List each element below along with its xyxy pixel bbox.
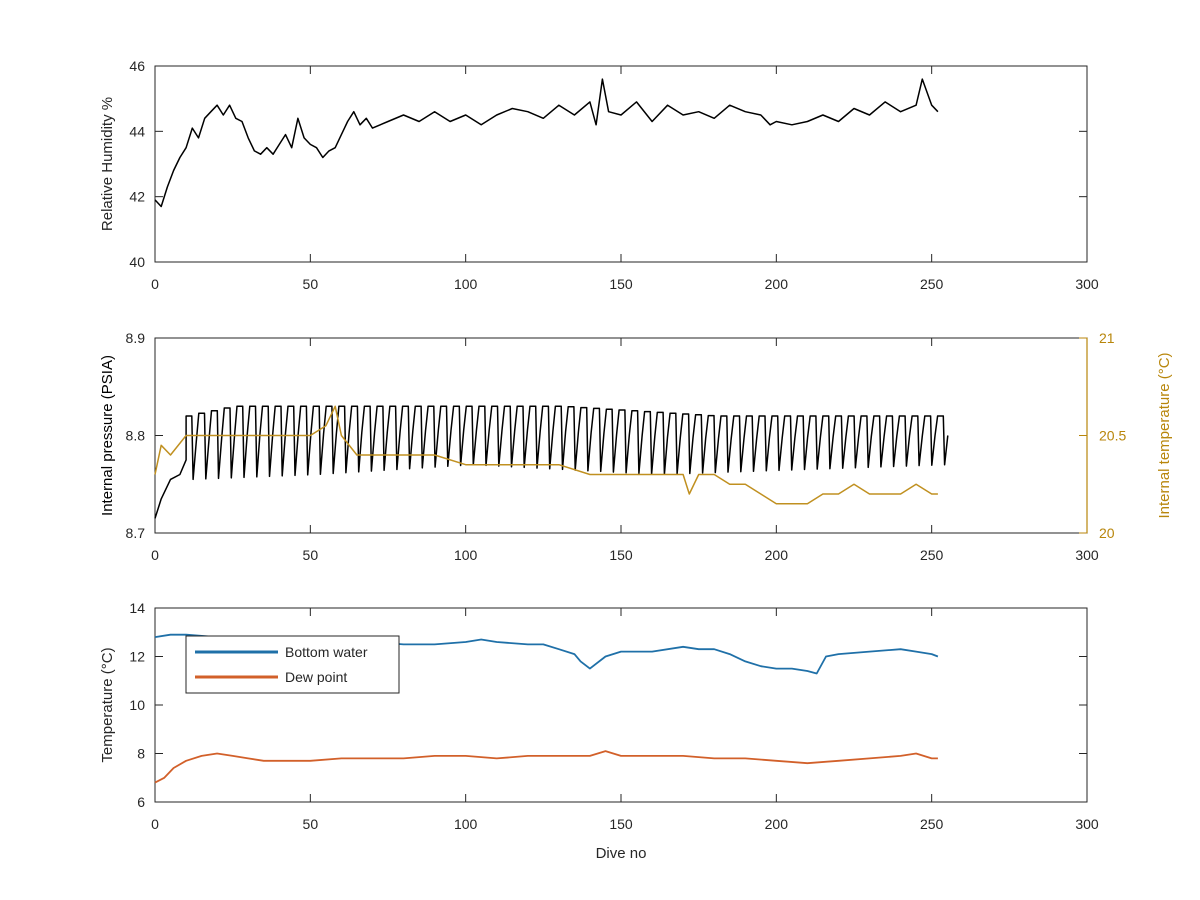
y-tick-label: 8.9 [126, 330, 146, 346]
y-tick-label: 46 [129, 58, 145, 74]
legend-label: Bottom water [285, 644, 368, 660]
x-tick-label: 100 [454, 276, 478, 292]
x-tick-label: 150 [609, 816, 633, 832]
y-axis-label: Internal pressure (PSIA) [99, 355, 116, 516]
y-tick-label: 40 [129, 254, 145, 270]
x-tick-label: 250 [920, 816, 944, 832]
legend-box [185, 635, 400, 694]
x-tick-label: 300 [1075, 816, 1099, 832]
y-tick-label: 6 [137, 794, 145, 810]
x-tick-label: 300 [1075, 547, 1099, 563]
y-axis-label: Temperature (°C) [99, 647, 116, 762]
pressure-temperature-panel: 0 50 100 150 200 250 300 8.7 8.8 8.9 20 20.5 21 Inter… [99, 330, 1173, 563]
y-tick-label: 8.7 [126, 525, 146, 541]
temperature-panel: 0 50 100 150 200 250 300 6 8 10 12 14 Temperature (°… [99, 600, 1099, 862]
x-tick-label: 0 [151, 816, 159, 832]
series-line-dew-point [154, 750, 938, 784]
x-tick-label: 100 [454, 547, 478, 563]
x-tick-label: 100 [454, 816, 478, 832]
x-tick-label: 0 [151, 276, 159, 292]
y-tick-label: 10 [129, 697, 145, 713]
y-tick-label: 14 [129, 600, 145, 616]
series-line-humidity [154, 78, 939, 208]
x-tick-label: 50 [303, 816, 319, 832]
y-axis-label: Relative Humidity % [99, 97, 116, 231]
legend-label: Dew point [285, 669, 347, 685]
y-tick-label-right: 21 [1099, 330, 1115, 346]
y-tick-label: 42 [129, 189, 145, 205]
plot-frame [154, 65, 1088, 263]
y-tick-label: 44 [129, 123, 145, 139]
x-tick-label: 250 [920, 276, 944, 292]
y-tick-label-right: 20 [1099, 525, 1115, 541]
x-tick-label: 50 [303, 547, 319, 563]
x-tick-label: 0 [151, 547, 159, 563]
humidity-panel: 0 50 100 150 200 250 300 40 42 44 46 Relative Humid… [99, 58, 1099, 292]
y-tick-label: 8 [137, 746, 145, 762]
legend: Bottom water Dew point [185, 635, 400, 694]
x-tick-label: 300 [1075, 276, 1099, 292]
x-tick-label: 250 [920, 547, 944, 563]
y-axis-label-right: Internal temperature (°C) [1156, 352, 1173, 518]
x-axis-label: Dive no [596, 845, 647, 862]
y-tick-label: 8.8 [126, 428, 146, 444]
x-tick-label: 150 [609, 276, 633, 292]
x-tick-label: 200 [765, 816, 789, 832]
series-line-pressure [154, 405, 949, 519]
y-tick-label-right: 20.5 [1099, 428, 1126, 444]
y-tick-label: 12 [129, 649, 145, 665]
x-tick-label: 50 [303, 276, 319, 292]
x-tick-label: 200 [765, 276, 789, 292]
x-tick-label: 150 [609, 547, 633, 563]
series-line-internal-temperature [154, 405, 938, 505]
x-tick-label: 200 [765, 547, 789, 563]
